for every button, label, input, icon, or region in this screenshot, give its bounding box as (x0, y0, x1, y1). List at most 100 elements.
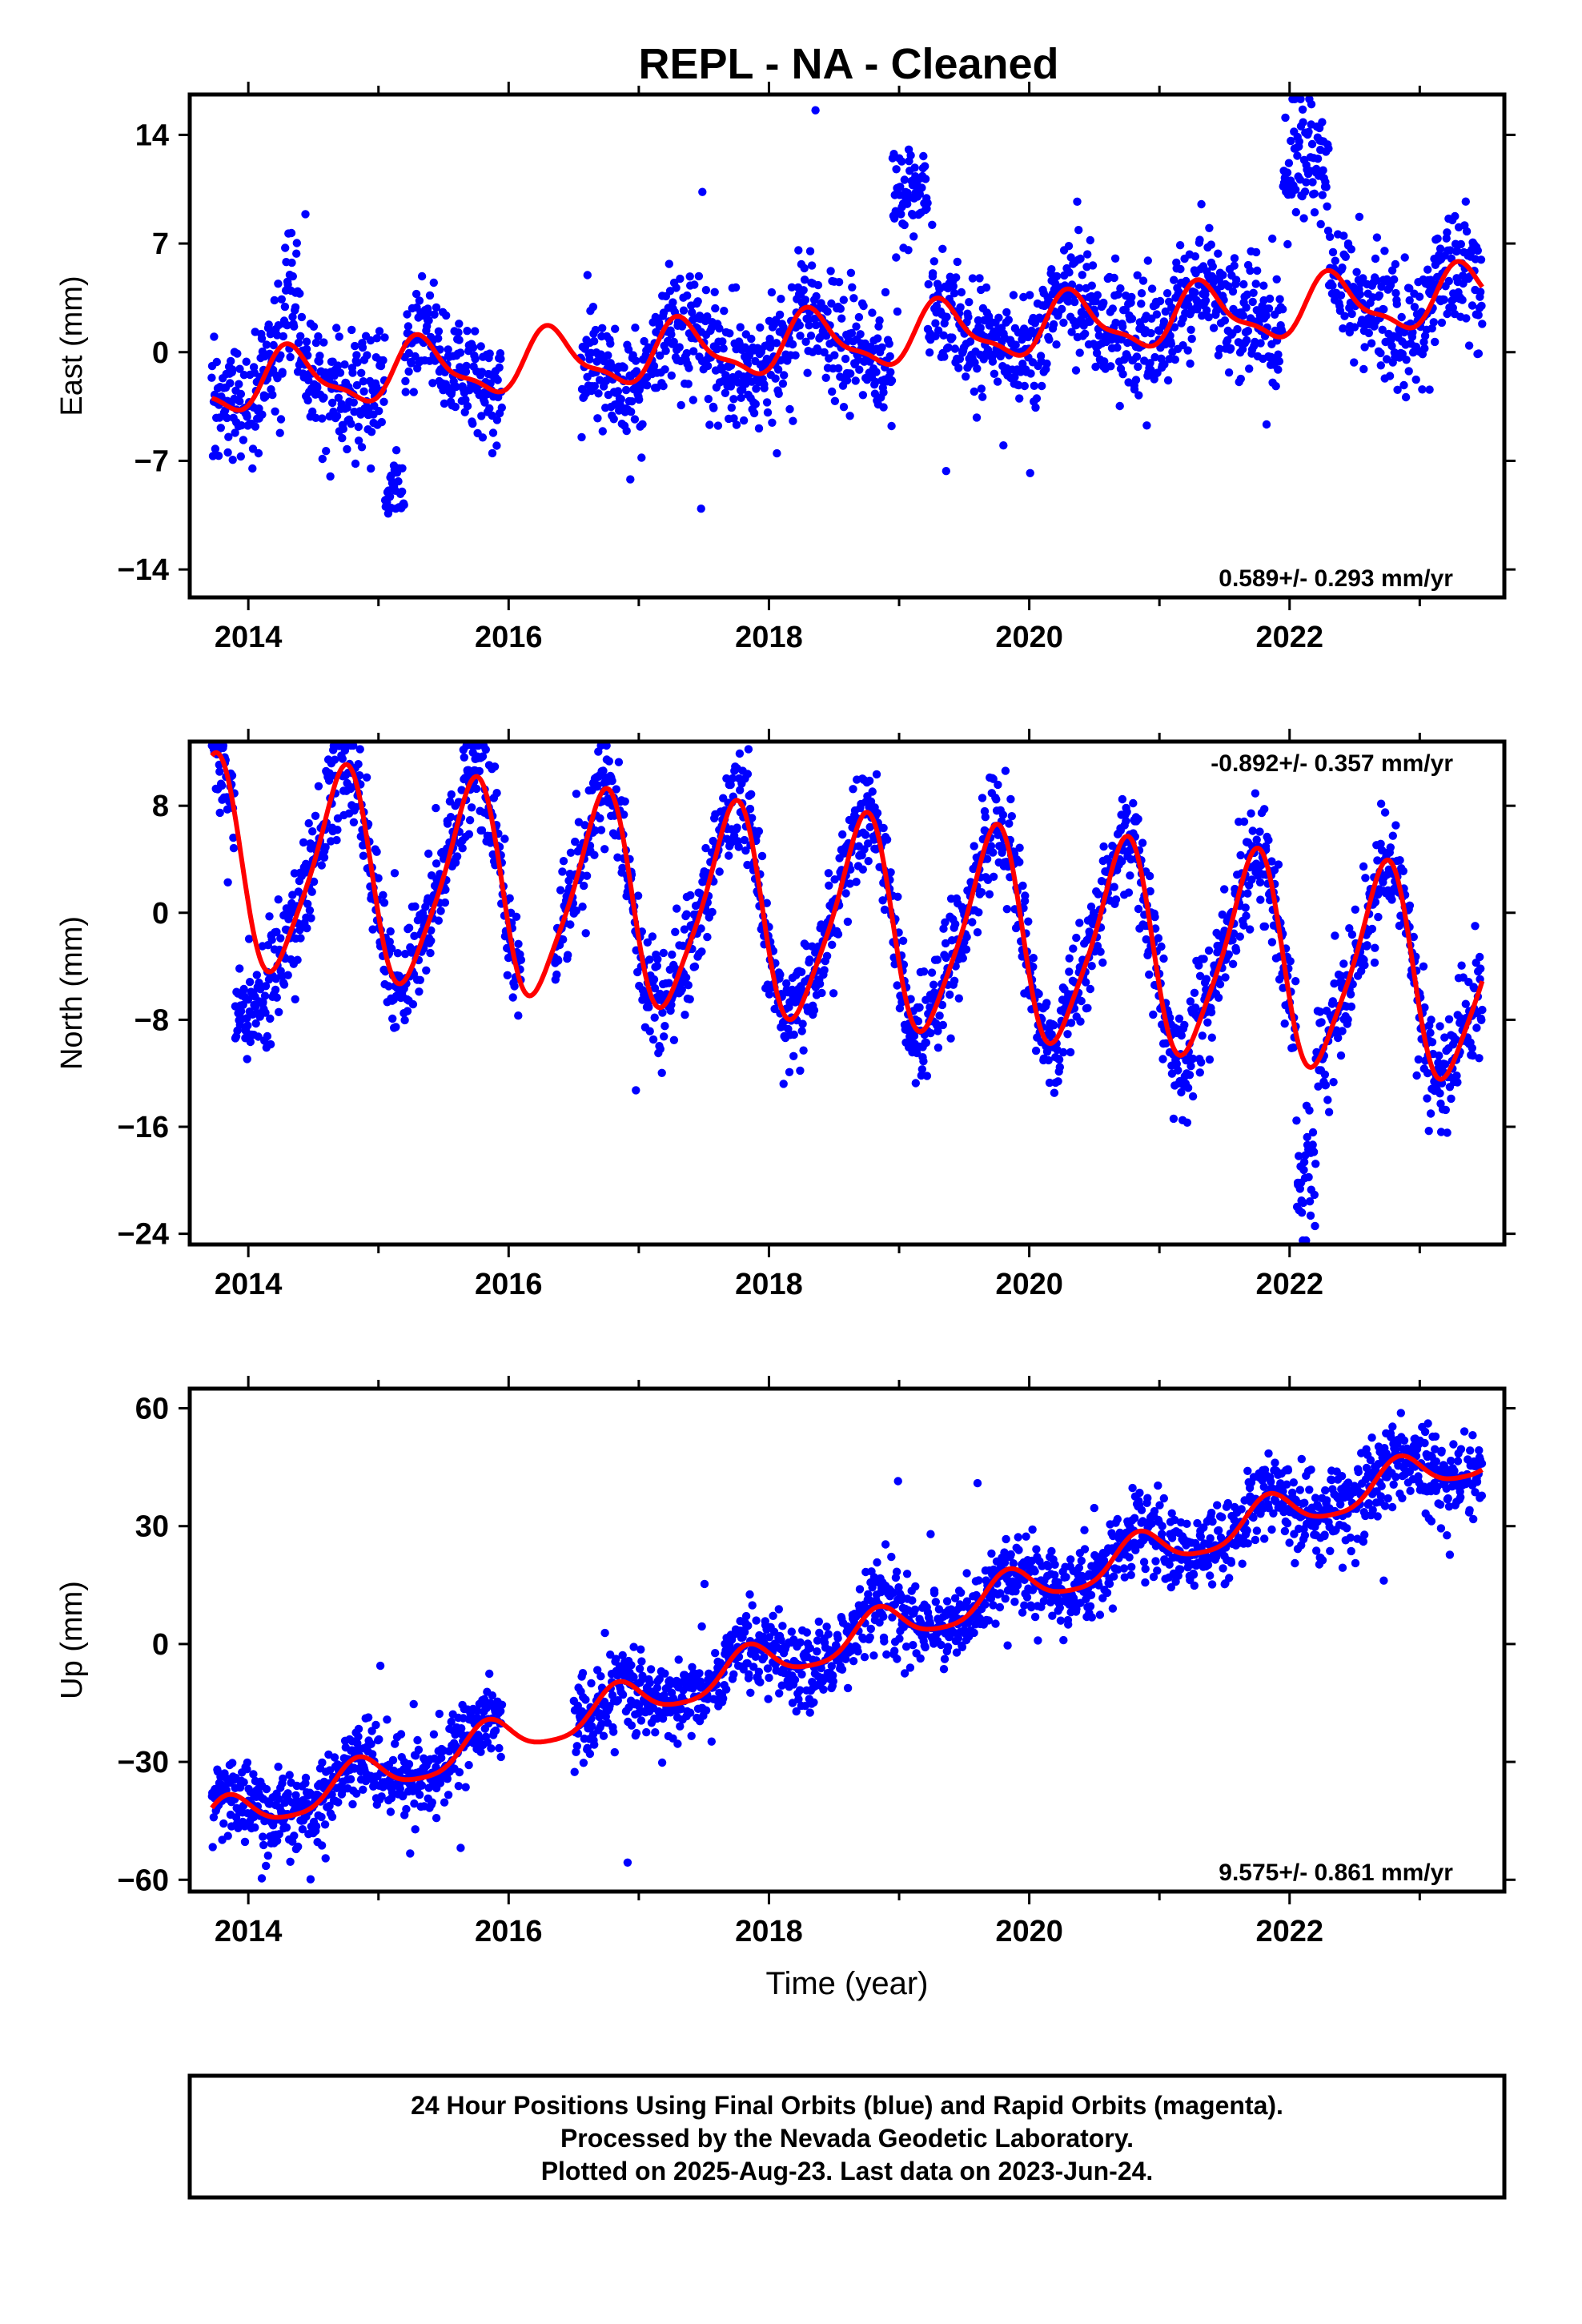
east-data-point (703, 361, 713, 371)
east-data-point (675, 343, 684, 352)
north-data-point (989, 872, 998, 882)
east-data-point (434, 334, 443, 343)
north-data-point (861, 830, 870, 839)
east-data-point (477, 412, 486, 420)
up-data-point (429, 1730, 439, 1739)
north-data-point (608, 776, 616, 786)
east-data-point (463, 401, 472, 411)
east-data-point (288, 312, 297, 321)
north-data-point (946, 990, 954, 999)
east-data-point (777, 295, 785, 304)
north-data-point (1198, 1031, 1207, 1040)
north-data-point (633, 891, 643, 900)
north-data-point (843, 917, 853, 927)
east-data-point (1390, 275, 1399, 284)
east-data-point (314, 332, 323, 341)
north-data-point (1399, 866, 1408, 876)
north-data-point (809, 1006, 819, 1015)
north-data-point (1371, 943, 1379, 952)
east-data-point (952, 273, 961, 282)
east-data-point (1478, 320, 1487, 328)
north-data-point (564, 951, 572, 959)
up-data-point (388, 1755, 398, 1765)
up-data-point (348, 1799, 357, 1809)
north-data-point (1159, 954, 1168, 963)
east-data-point (669, 337, 678, 347)
east-data-point (1283, 239, 1292, 249)
east-data-point (462, 361, 471, 371)
north-data-point (703, 932, 712, 942)
north-data-point (1387, 895, 1396, 904)
east-data-point (428, 379, 437, 388)
east-data-point (1400, 253, 1409, 262)
east-data-point (332, 412, 342, 420)
north-y-tick-label: −8 (135, 1003, 169, 1037)
east-data-point (879, 403, 888, 412)
east-data-point (1420, 344, 1429, 353)
north-data-point (552, 970, 561, 979)
east-data-point (736, 323, 745, 332)
east-data-point (1281, 113, 1290, 123)
north-data-point (516, 955, 526, 964)
east-data-point (1227, 344, 1235, 353)
north-data-point (1188, 1092, 1198, 1101)
north-data-point (744, 745, 753, 754)
east-data-point (275, 428, 284, 437)
north-data-point (1264, 835, 1273, 845)
north-data-point (391, 1023, 400, 1031)
north-data-point (968, 918, 977, 927)
east-data-point (485, 349, 494, 358)
east-data-point (1228, 287, 1238, 296)
north-data-point (354, 760, 363, 769)
north-data-point (1099, 842, 1108, 851)
east-data-point (412, 289, 421, 299)
east-data-point (1167, 303, 1176, 312)
east-data-point (875, 316, 884, 325)
east-data-point (1073, 197, 1082, 206)
east-data-point (1464, 341, 1474, 350)
east-data-point (280, 302, 290, 312)
east-data-point (846, 369, 855, 378)
north-data-point (490, 762, 500, 771)
east-data-point (879, 388, 888, 397)
east-data-point (1319, 166, 1327, 175)
up-data-point (383, 1715, 391, 1724)
east-data-point (1076, 254, 1085, 263)
east-data-point (391, 446, 401, 455)
north-data-point (1015, 843, 1024, 852)
north-data-point (215, 767, 224, 776)
north-data-point (1374, 912, 1383, 922)
north-data-point (1066, 1047, 1075, 1057)
north-data-point (1256, 895, 1265, 904)
north-data-point (362, 773, 371, 782)
north-data-point (239, 984, 248, 994)
north-data-point (1461, 999, 1471, 1008)
east-data-point (1242, 336, 1251, 345)
east-data-point (1011, 340, 1020, 349)
north-data-point (1154, 934, 1163, 943)
east-data-point (1435, 244, 1445, 253)
north-data-point (1468, 1043, 1477, 1053)
east-data-point (1439, 296, 1449, 304)
up-data-point (437, 1753, 446, 1763)
north-data-point (962, 932, 971, 942)
north-data-point (1007, 812, 1017, 821)
up-data-point (327, 1812, 337, 1821)
east-data-point (1339, 231, 1348, 240)
north-data-point (388, 1014, 397, 1023)
north-data-point (1475, 1054, 1484, 1063)
north-data-point (1205, 1055, 1215, 1064)
east-data-point (283, 280, 292, 289)
north-data-point (1204, 946, 1214, 955)
east-data-point (455, 336, 464, 344)
east-data-point (1462, 227, 1472, 236)
north-data-point (556, 886, 565, 895)
north-data-point (1435, 1022, 1444, 1031)
north-data-point (1145, 970, 1154, 979)
north-data-point (243, 1021, 252, 1030)
north-data-point (684, 981, 693, 990)
north-y-axis-label: North (mm) (55, 916, 89, 1070)
east-data-point (456, 348, 465, 357)
north-data-point (1122, 817, 1130, 826)
north-data-point (858, 865, 868, 874)
